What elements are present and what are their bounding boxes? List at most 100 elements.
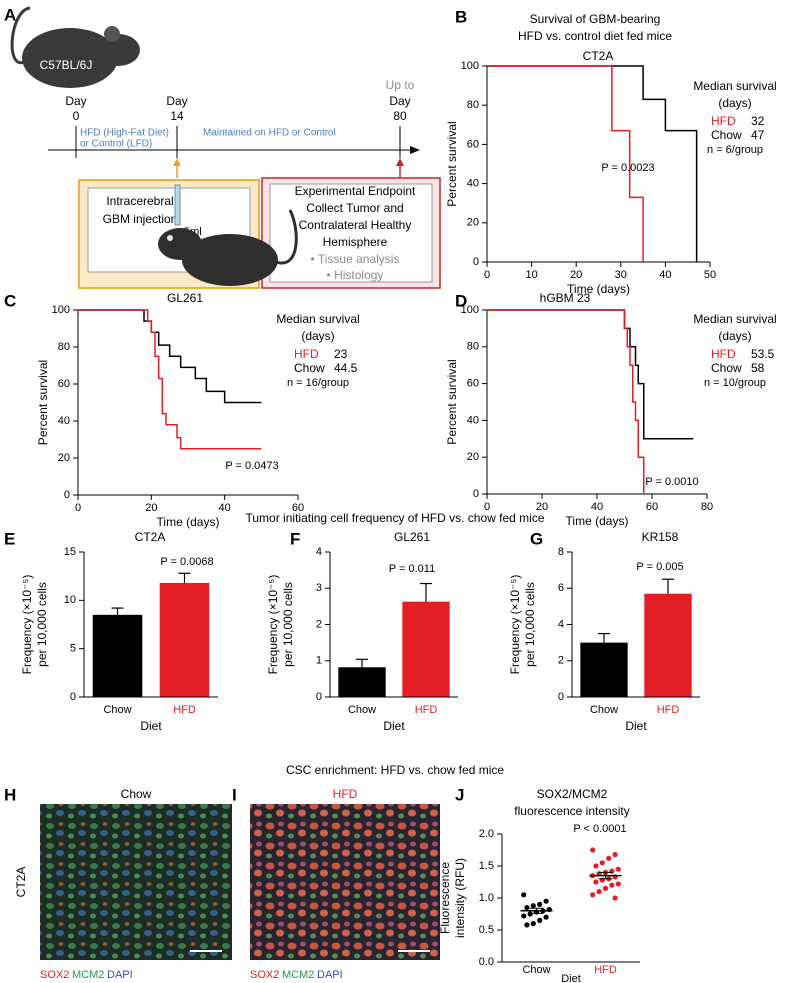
arrow-head	[173, 158, 181, 166]
x-tick-label: HFD	[415, 704, 438, 716]
x-axis-label: Diet	[140, 719, 162, 733]
data-point	[524, 922, 530, 928]
day-number: 14	[170, 109, 184, 123]
y-tick-label: 40	[58, 415, 70, 427]
panel-letter: H	[4, 785, 16, 804]
y-tick-label: 80	[467, 341, 479, 353]
mouse-tail	[275, 209, 298, 265]
legend-median: 58	[751, 361, 765, 375]
p-value: P < 0.0001	[573, 823, 626, 835]
data-point	[599, 860, 605, 866]
data-point	[615, 866, 621, 872]
data-point	[599, 877, 605, 883]
mouse-head	[158, 228, 202, 260]
y-axis-label: Frequency (×10⁻⁵)	[508, 575, 522, 675]
syringe	[174, 184, 181, 226]
x-tick-label: 60	[646, 501, 658, 513]
p-value: P = 0.0473	[225, 460, 278, 472]
data-point	[543, 914, 549, 920]
mouse-head	[96, 34, 140, 66]
stain-label: DAPI	[317, 969, 343, 981]
x-tick-label: HFD	[173, 704, 196, 716]
data-point	[596, 889, 602, 895]
day-label: Day	[166, 94, 187, 108]
endpoint-text: Hemisphere	[323, 235, 388, 249]
x-axis-label: Diet	[561, 973, 581, 983]
image-title: Chow	[121, 787, 152, 801]
mouse-tail	[10, 6, 31, 65]
p-value: P = 0.0010	[645, 476, 698, 488]
chart-title: Survival of GBM-bearing	[530, 12, 661, 26]
y-axis-label: Frequency (×10⁻⁵)	[266, 575, 280, 675]
data-point	[612, 895, 618, 901]
group-size: n = 16/group	[287, 377, 349, 389]
section-title: CSC enrichment: HFD vs. chow fed mice	[286, 763, 504, 777]
y-tick-label: 4	[558, 618, 564, 630]
p-value: P = 0.005	[636, 561, 683, 573]
section-title: Tumor initiating cell frequency of HFD v…	[246, 511, 545, 525]
y-tick-label: 0	[316, 691, 322, 703]
chart-title: GL261	[394, 530, 430, 544]
x-tick-label: 40	[219, 502, 231, 514]
arrow-head	[396, 158, 404, 166]
x-axis-label: Time (days)	[567, 282, 630, 296]
chart-title: GL261	[167, 291, 203, 305]
stain-label: SOX2	[250, 969, 279, 981]
day-prefix: Up to	[386, 78, 415, 92]
y-axis-label: Percent survival	[445, 359, 459, 444]
survival-curve	[487, 65, 644, 262]
maintenance-text: Maintained on HFD or Control	[203, 128, 336, 139]
legend-median: 32	[751, 114, 765, 128]
legend-median: 44.5	[334, 361, 358, 375]
legend-name: HFD	[711, 347, 736, 361]
endpoint-text: Collect Tumor and	[306, 201, 403, 215]
bar	[644, 593, 692, 697]
y-tick-label: 60	[467, 138, 479, 150]
legend-name: Chow	[711, 128, 742, 142]
y-tick-label: 0.0	[479, 956, 494, 968]
bar	[402, 601, 450, 697]
y-tick-label: 0	[473, 488, 479, 500]
y-tick-label: 100	[461, 60, 479, 72]
timeline-arrow	[410, 146, 420, 154]
legend-median: 47	[751, 128, 765, 142]
x-tick-label: 20	[570, 269, 582, 281]
y-tick-label: 60	[467, 378, 479, 390]
chart-title: hGBM 23	[540, 291, 591, 305]
legend-name: HFD	[711, 114, 736, 128]
x-tick-label: 20	[536, 501, 548, 513]
y-axis-label: per 10,000 cells	[281, 582, 295, 667]
stain-label: DAPI	[107, 969, 133, 981]
legend-median: 23	[334, 347, 348, 361]
panel-letter: B	[455, 7, 467, 26]
data-point	[593, 879, 599, 885]
data-point	[609, 868, 615, 874]
x-tick-label: 30	[615, 269, 627, 281]
y-tick-label: 5	[70, 643, 76, 655]
x-axis-label: Time (days)	[157, 515, 220, 529]
y-tick-label: 100	[52, 304, 70, 316]
survival-curve	[487, 309, 694, 440]
y-axis-label: Percent survival	[445, 121, 459, 206]
y-axis-label: per 10,000 cells	[523, 582, 537, 667]
x-tick-label: Chow	[522, 964, 550, 976]
data-point	[602, 885, 609, 892]
chart-title: SOX2/MCM2	[537, 787, 608, 801]
x-tick-label: 20	[145, 502, 157, 514]
chart-title: CT2A	[135, 530, 166, 544]
chart-subtitle: CT2A	[583, 49, 614, 63]
x-axis-label: Diet	[383, 719, 405, 733]
panel-letter: C	[4, 291, 16, 310]
y-tick-label: 20	[467, 217, 479, 229]
p-value: P = 0.0023	[601, 162, 654, 174]
day-label: Day	[65, 94, 86, 108]
panel-letter: G	[530, 529, 543, 548]
x-tick-label: 10	[525, 269, 537, 281]
micrograph	[40, 804, 232, 960]
y-tick-label: 80	[467, 99, 479, 111]
survival-curve	[487, 65, 698, 262]
data-point	[537, 901, 543, 908]
data-point	[612, 851, 618, 858]
data-point	[590, 847, 596, 853]
image-title: HFD	[333, 787, 358, 801]
